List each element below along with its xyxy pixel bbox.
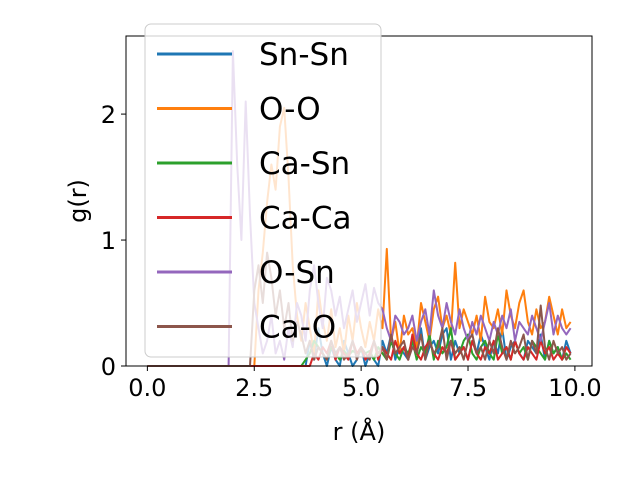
y-tick-label: 2 bbox=[101, 101, 116, 129]
legend-label: Ca-Ca bbox=[259, 201, 351, 237]
x-tick-label: 0.0 bbox=[128, 374, 166, 402]
x-axis-label: r (Å) bbox=[333, 417, 386, 446]
legend-box bbox=[144, 23, 382, 358]
y-tick-label: 0 bbox=[101, 353, 116, 381]
x-tick-label: 5.0 bbox=[342, 374, 380, 402]
legend-label: O-O bbox=[259, 92, 321, 128]
x-tick-label: 10.0 bbox=[548, 374, 601, 402]
y-axis: 0 1 2 bbox=[101, 101, 126, 381]
y-axis-label: g(r) bbox=[64, 179, 92, 223]
legend-label: Ca-O bbox=[259, 310, 336, 346]
x-axis: 0.0 2.5 5.0 7.5 10.0 bbox=[128, 366, 602, 402]
legend-label: Ca-Sn bbox=[259, 146, 350, 182]
legend-label: O-Sn bbox=[259, 255, 335, 291]
x-tick-label: 2.5 bbox=[235, 374, 273, 402]
y-tick-label: 1 bbox=[101, 227, 116, 255]
legend: Sn-Sn O-O Ca-Sn Ca-Ca O-Sn Ca-O bbox=[144, 23, 382, 358]
legend-label: Sn-Sn bbox=[259, 37, 349, 73]
x-tick-label: 7.5 bbox=[449, 374, 487, 402]
